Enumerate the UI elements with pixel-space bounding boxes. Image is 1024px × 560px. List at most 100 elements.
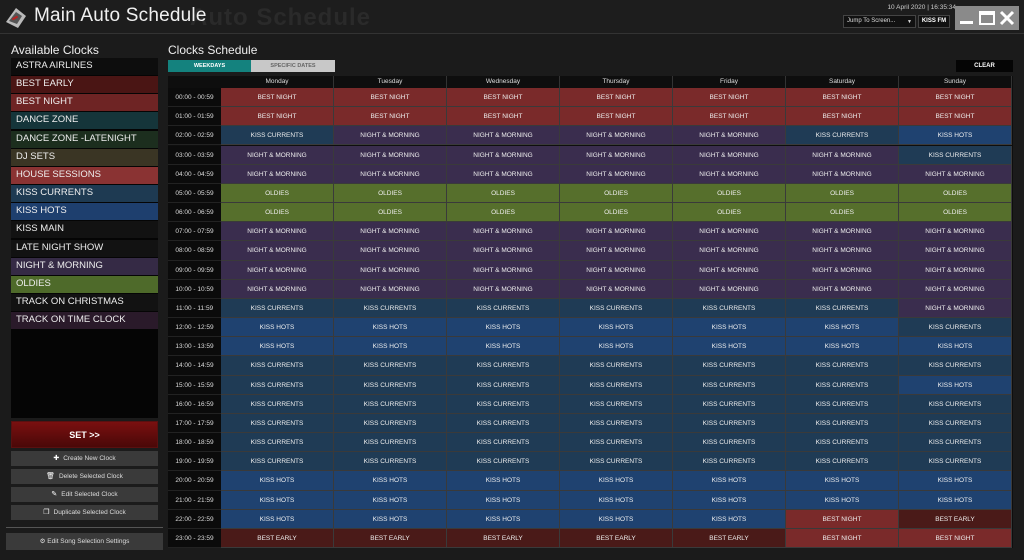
schedule-cell[interactable]: KISS CURRENTS [221,298,334,319]
schedule-cell[interactable]: NIGHT & MORNING [673,126,786,146]
schedule-cell[interactable]: NIGHT & MORNING [673,260,786,280]
schedule-cell[interactable]: KISS HOTS [673,337,786,357]
clock-item[interactable]: ASTRA AIRLINES [11,58,158,75]
schedule-cell[interactable]: KISS HOTS [899,375,1012,395]
minimize-icon[interactable] [958,8,976,28]
schedule-cell[interactable]: OLDIES [221,203,334,223]
schedule-cell[interactable]: NIGHT & MORNING [899,260,1012,280]
schedule-cell[interactable]: KISS CURRENTS [447,413,560,434]
schedule-cell[interactable]: KISS CURRENTS [673,394,786,414]
schedule-cell[interactable]: KISS CURRENTS [447,298,560,319]
schedule-cell[interactable]: NIGHT & MORNING [221,241,334,261]
clock-item[interactable]: DJ SETS [11,148,158,166]
schedule-cell[interactable]: BEST EARLY [334,528,447,549]
schedule-cell[interactable]: OLDIES [673,203,786,223]
schedule-cell[interactable]: BEST NIGHT [221,107,334,127]
schedule-cell[interactable]: OLDIES [560,183,673,203]
schedule-cell[interactable]: KISS HOTS [447,337,560,357]
schedule-cell[interactable]: NIGHT & MORNING [334,126,447,146]
close-icon[interactable] [998,8,1016,28]
schedule-cell[interactable]: KISS CURRENTS [899,433,1012,453]
schedule-cell[interactable]: KISS CURRENTS [447,375,560,395]
schedule-cell[interactable]: BEST NIGHT [899,528,1012,549]
schedule-cell[interactable]: KISS CURRENTS [221,356,334,376]
schedule-cell[interactable]: BEST EARLY [673,528,786,549]
schedule-cell[interactable]: BEST EARLY [221,528,334,549]
schedule-cell[interactable]: KISS HOTS [334,471,447,491]
schedule-cell[interactable]: NIGHT & MORNING [447,260,560,280]
schedule-cell[interactable]: NIGHT & MORNING [221,164,334,184]
schedule-cell[interactable]: KISS CURRENTS [786,298,899,319]
schedule-cell[interactable]: OLDIES [560,203,673,223]
schedule-cell[interactable]: KISS HOTS [560,337,673,357]
schedule-cell[interactable]: BEST NIGHT [560,88,673,108]
schedule-cell[interactable]: KISS HOTS [786,490,899,510]
schedule-cell[interactable]: KISS CURRENTS [786,433,899,453]
schedule-cell[interactable]: KISS HOTS [447,509,560,529]
schedule-cell[interactable]: KISS HOTS [221,490,334,510]
schedule-cell[interactable]: NIGHT & MORNING [447,126,560,146]
schedule-cell[interactable]: KISS HOTS [447,318,560,338]
clock-item[interactable]: HOUSE SESSIONS [11,166,158,184]
schedule-cell[interactable]: BEST EARLY [560,528,673,549]
schedule-cell[interactable]: KISS HOTS [560,490,673,510]
schedule-cell[interactable]: KISS HOTS [560,471,673,491]
clock-item[interactable]: BEST NIGHT [11,94,158,112]
schedule-cell[interactable]: NIGHT & MORNING [334,279,447,299]
schedule-cell[interactable]: KISS HOTS [899,490,1012,510]
schedule-cell[interactable]: NIGHT & MORNING [673,164,786,184]
maximize-icon[interactable] [978,8,996,28]
schedule-cell[interactable]: KISS CURRENTS [334,433,447,453]
schedule-cell[interactable]: KISS HOTS [673,318,786,338]
schedule-cell[interactable]: KISS CURRENTS [673,375,786,395]
schedule-cell[interactable]: KISS CURRENTS [786,413,899,434]
schedule-cell[interactable]: KISS CURRENTS [447,452,560,472]
clock-item[interactable]: BEST EARLY [11,76,158,94]
schedule-cell[interactable]: KISS CURRENTS [899,318,1012,338]
schedule-cell[interactable]: KISS CURRENTS [221,433,334,453]
schedule-cell[interactable]: NIGHT & MORNING [786,241,899,261]
schedule-cell[interactable]: OLDIES [786,183,899,203]
schedule-cell[interactable]: BEST NIGHT [673,88,786,108]
schedule-cell[interactable]: KISS CURRENTS [334,356,447,376]
schedule-cell[interactable]: KISS CURRENTS [673,413,786,434]
schedule-cell[interactable]: KISS HOTS [899,126,1012,146]
schedule-cell[interactable]: BEST NIGHT [786,107,899,127]
clock-item[interactable]: KISS MAIN [11,221,158,239]
schedule-cell[interactable]: BEST EARLY [447,528,560,549]
schedule-cell[interactable]: KISS CURRENTS [786,356,899,376]
schedule-cell[interactable]: NIGHT & MORNING [560,145,673,165]
schedule-cell[interactable]: KISS CURRENTS [334,413,447,434]
schedule-cell[interactable]: NIGHT & MORNING [786,279,899,299]
schedule-cell[interactable]: KISS CURRENTS [221,126,334,146]
schedule-cell[interactable]: KISS CURRENTS [899,413,1012,434]
schedule-cell[interactable]: BEST NIGHT [334,107,447,127]
clock-item[interactable]: KISS CURRENTS [11,185,158,203]
schedule-cell[interactable]: NIGHT & MORNING [673,279,786,299]
duplicate-clock-button[interactable]: ❐ Duplicate Selected Clock [11,505,158,520]
schedule-cell[interactable]: KISS CURRENTS [560,394,673,414]
schedule-cell[interactable]: BEST NIGHT [786,509,899,529]
schedule-cell[interactable]: NIGHT & MORNING [560,126,673,146]
schedule-cell[interactable]: BEST NIGHT [673,107,786,127]
schedule-cell[interactable]: BEST NIGHT [221,88,334,108]
schedule-cell[interactable]: NIGHT & MORNING [786,260,899,280]
schedule-cell[interactable]: NIGHT & MORNING [447,241,560,261]
jump-to-screen-dropdown[interactable]: Jump To Screen... ▼ [843,15,916,28]
schedule-cell[interactable]: KISS HOTS [221,318,334,338]
schedule-cell[interactable]: KISS CURRENTS [560,413,673,434]
schedule-cell[interactable]: NIGHT & MORNING [334,241,447,261]
clock-item[interactable]: DANCE ZONE [11,112,158,130]
clock-item[interactable]: LATE NIGHT SHOW [11,239,158,257]
schedule-cell[interactable]: NIGHT & MORNING [447,145,560,165]
schedule-cell[interactable]: KISS CURRENTS [560,356,673,376]
schedule-cell[interactable]: KISS HOTS [673,509,786,529]
clock-item[interactable]: TRACK ON CHRISTMAS [11,294,158,312]
schedule-cell[interactable]: BEST NIGHT [334,88,447,108]
tab-specific-dates[interactable]: SPECIFIC DATES [251,60,335,72]
schedule-cell[interactable]: KISS CURRENTS [560,298,673,319]
schedule-cell[interactable]: NIGHT & MORNING [334,145,447,165]
schedule-cell[interactable]: NIGHT & MORNING [560,260,673,280]
schedule-cell[interactable]: NIGHT & MORNING [899,279,1012,299]
schedule-cell[interactable]: KISS HOTS [334,337,447,357]
